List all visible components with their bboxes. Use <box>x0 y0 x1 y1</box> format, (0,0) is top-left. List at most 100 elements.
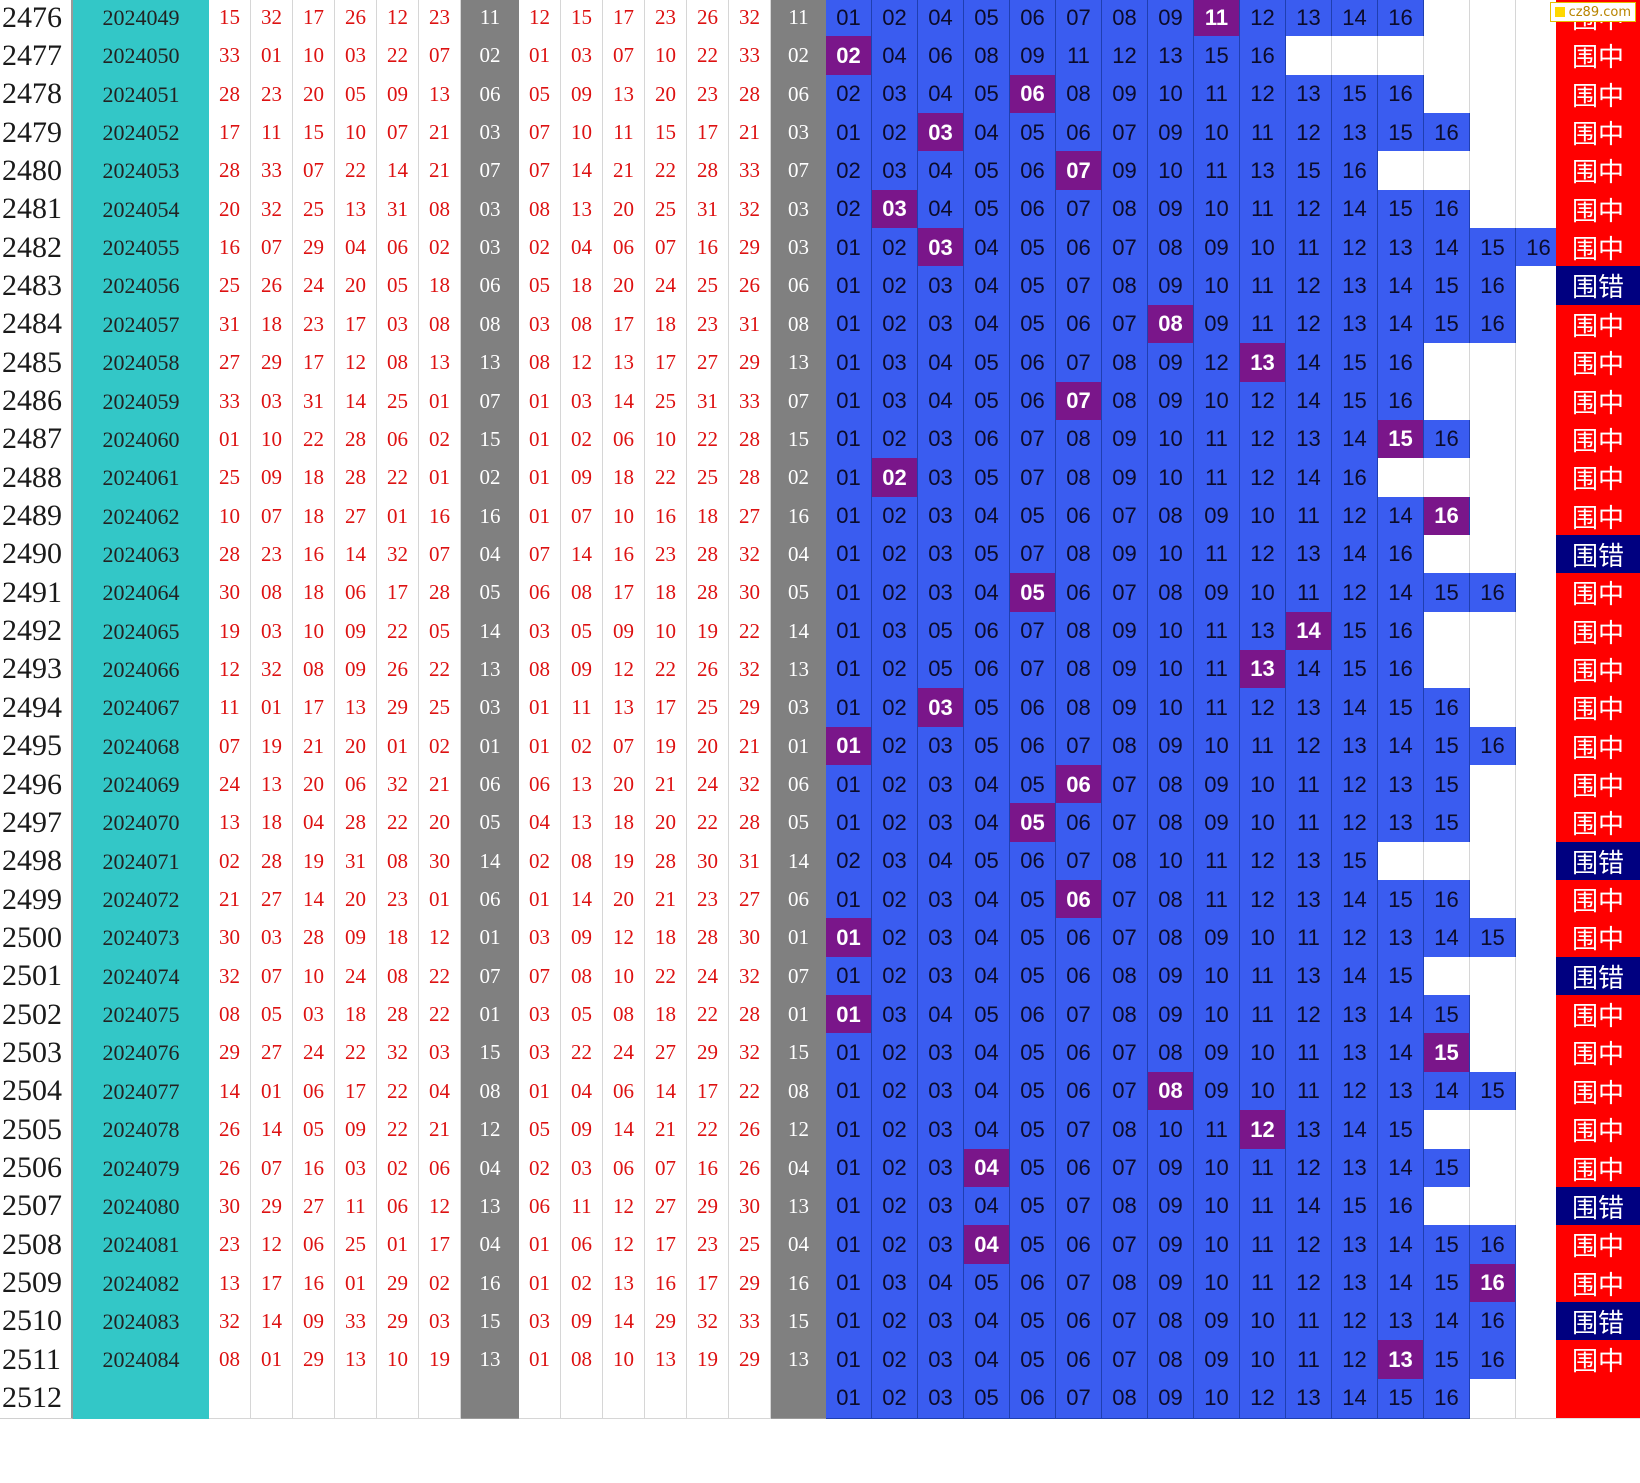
sorted-number-cell[interactable]: 06 <box>603 1071 645 1112</box>
candidate-number-cell[interactable]: 14 <box>1424 1071 1470 1112</box>
sorted-number-cell[interactable]: 17 <box>645 688 687 729</box>
sorted-number-cell[interactable]: 07 <box>603 726 645 767</box>
sorted-number-cell[interactable]: 30 <box>729 918 771 959</box>
sorted-number-cell[interactable]: 12 <box>519 0 561 38</box>
period-cell[interactable]: 2024058 <box>73 343 209 384</box>
candidate-number-cell[interactable]: 05 <box>964 189 1010 230</box>
hit-number-cell[interactable]: 14 <box>1286 611 1332 652</box>
sorted-number-cell[interactable]: 06 <box>603 419 645 460</box>
candidate-number-cell[interactable]: 09 <box>1148 381 1194 422</box>
draw-number-cell[interactable]: 12 <box>335 343 377 384</box>
candidate-number-cell[interactable]: 02 <box>872 1148 918 1189</box>
candidate-number-cell[interactable]: 10 <box>1240 918 1286 959</box>
period-cell[interactable]: 2024060 <box>73 419 209 460</box>
candidate-number-cell[interactable]: 06 <box>1056 573 1102 614</box>
candidate-number-cell[interactable]: 01 <box>826 1186 872 1227</box>
result-badge[interactable]: 围中 <box>1556 496 1640 537</box>
draw-number-cell[interactable]: 18 <box>419 266 461 307</box>
candidate-number-cell[interactable]: 08 <box>1102 343 1148 384</box>
candidate-number-cell[interactable]: 03 <box>872 381 918 422</box>
candidate-number-cell[interactable]: 03 <box>872 995 918 1036</box>
candidate-number-cell[interactable]: 03 <box>872 841 918 882</box>
sorted-number-cell[interactable]: 03 <box>519 1301 561 1342</box>
candidate-number-cell[interactable]: 06 <box>1056 1340 1102 1381</box>
candidate-number-cell[interactable]: 16 <box>1378 1186 1424 1227</box>
candidate-number-cell[interactable]: 15 <box>1424 304 1470 345</box>
draw-number-cell[interactable]: 03 <box>419 1033 461 1074</box>
sorted-number-cell[interactable]: 03 <box>519 918 561 959</box>
candidate-number-cell[interactable]: 15 <box>1378 688 1424 729</box>
candidate-number-cell[interactable]: 14 <box>1378 726 1424 767</box>
special-number-cell[interactable]: 12 <box>461 1110 519 1151</box>
sorted-number-cell[interactable]: 26 <box>729 1110 771 1151</box>
candidate-number-cell[interactable]: 05 <box>964 343 1010 384</box>
sorted-number-cell[interactable]: 08 <box>561 304 603 345</box>
candidate-number-cell[interactable]: 15 <box>1332 611 1378 652</box>
sorted-number-cell[interactable]: 28 <box>687 918 729 959</box>
candidate-number-cell[interactable] <box>1516 765 1562 805</box>
candidate-number-cell[interactable]: 15 <box>1470 228 1516 269</box>
candidate-number-cell[interactable]: 13 <box>1286 841 1332 882</box>
candidate-number-cell[interactable] <box>1424 151 1470 192</box>
candidate-number-cell[interactable]: 04 <box>918 995 964 1036</box>
candidate-number-cell[interactable]: 01 <box>826 458 872 499</box>
sorted-number-cell[interactable]: 30 <box>687 841 729 882</box>
sorted-number-cell[interactable]: 22 <box>561 1033 603 1074</box>
draw-number-cell[interactable]: 29 <box>377 1263 419 1304</box>
draw-number-cell[interactable]: 28 <box>335 419 377 460</box>
candidate-number-cell[interactable]: 01 <box>826 688 872 729</box>
candidate-number-cell[interactable]: 15 <box>1424 765 1470 805</box>
draw-number-cell[interactable]: 22 <box>377 36 419 77</box>
candidate-number-cell[interactable]: 03 <box>872 611 918 652</box>
candidate-number-cell[interactable]: 03 <box>918 1340 964 1381</box>
sorted-number-cell[interactable]: 32 <box>729 765 771 805</box>
draw-number-cell[interactable]: 21 <box>209 880 251 921</box>
candidate-number-cell[interactable]: 02 <box>872 228 918 269</box>
candidate-number-cell[interactable]: 06 <box>1010 381 1056 422</box>
sorted-number-cell[interactable]: 25 <box>687 688 729 729</box>
sorted-number-cell[interactable]: 01 <box>519 419 561 460</box>
special-number-cell[interactable]: 04 <box>461 534 519 575</box>
sorted-number-cell[interactable]: 32 <box>729 956 771 997</box>
sorted-number-cell[interactable]: 11 <box>561 688 603 729</box>
candidate-number-cell[interactable] <box>1470 880 1516 921</box>
candidate-number-cell[interactable]: 11 <box>1286 1033 1332 1074</box>
candidate-number-cell[interactable]: 10 <box>1240 1340 1286 1381</box>
candidate-number-cell[interactable]: 05 <box>918 649 964 690</box>
draw-number-cell[interactable]: 09 <box>335 1110 377 1151</box>
candidate-number-cell[interactable]: 16 <box>1470 573 1516 614</box>
draw-number-cell[interactable]: 12 <box>209 649 251 690</box>
candidate-number-cell[interactable]: 07 <box>1010 534 1056 575</box>
hit-number-cell[interactable]: 01 <box>826 995 872 1036</box>
candidate-number-cell[interactable]: 08 <box>1056 611 1102 652</box>
candidate-number-cell[interactable]: 03 <box>918 1110 964 1151</box>
candidate-number-cell[interactable]: 10 <box>1194 995 1240 1036</box>
sorted-number-cell[interactable]: 23 <box>645 534 687 575</box>
draw-number-cell[interactable] <box>419 1378 461 1419</box>
candidate-number-cell[interactable] <box>1516 688 1562 729</box>
sorted-number-cell[interactable]: 31 <box>729 841 771 882</box>
sorted-number-cell[interactable]: 01 <box>519 1071 561 1112</box>
sorted-number-cell[interactable]: 11 <box>603 113 645 154</box>
special-number-cell[interactable]: 05 <box>771 803 826 844</box>
candidate-number-cell[interactable]: 10 <box>1240 803 1286 844</box>
candidate-number-cell[interactable]: 06 <box>1056 113 1102 154</box>
candidate-number-cell[interactable]: 10 <box>1194 381 1240 422</box>
result-badge[interactable] <box>1556 1378 1640 1419</box>
result-badge[interactable]: 围错 <box>1556 1186 1640 1227</box>
draw-number-cell[interactable]: 17 <box>293 343 335 384</box>
candidate-number-cell[interactable]: 07 <box>1056 1378 1102 1419</box>
candidate-number-cell[interactable]: 12 <box>1332 1301 1378 1342</box>
result-badge[interactable]: 围中 <box>1556 1148 1640 1189</box>
candidate-number-cell[interactable]: 06 <box>1010 688 1056 729</box>
candidate-number-cell[interactable]: 13 <box>1240 151 1286 192</box>
draw-number-cell[interactable]: 13 <box>335 688 377 729</box>
candidate-number-cell[interactable]: 15 <box>1194 36 1240 77</box>
draw-number-cell[interactable]: 22 <box>377 458 419 499</box>
draw-number-cell[interactable]: 23 <box>377 880 419 921</box>
draw-number-cell[interactable]: 16 <box>293 1148 335 1189</box>
candidate-number-cell[interactable]: 16 <box>1332 458 1378 499</box>
candidate-number-cell[interactable]: 07 <box>1056 1186 1102 1227</box>
result-badge[interactable]: 围中 <box>1556 36 1640 77</box>
candidate-number-cell[interactable]: 11 <box>1286 803 1332 844</box>
